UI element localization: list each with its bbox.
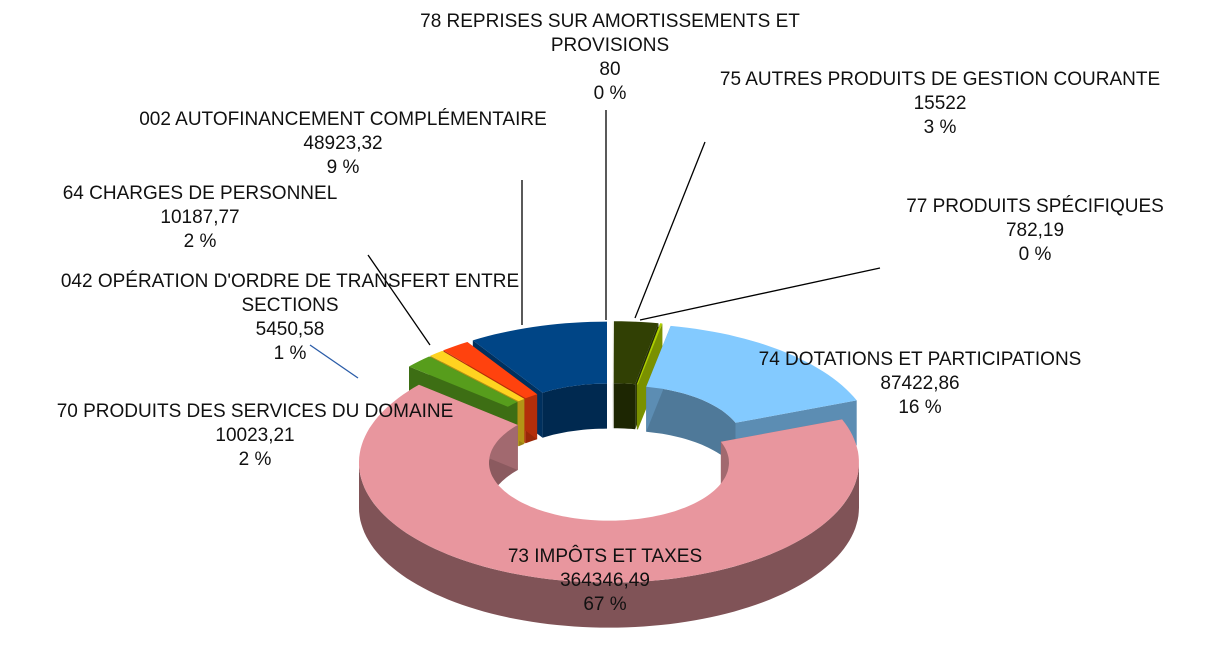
- label-name: 74 DOTATIONS ET PARTICIPATIONS: [758, 349, 1082, 370]
- label-value: 87422,86: [880, 373, 960, 394]
- slice-end-face: [637, 323, 663, 430]
- donut-slice: [359, 384, 859, 583]
- label-name: 77 PRODUITS SPÉCIFIQUES: [906, 196, 1164, 217]
- slice-label: 78 REPRISES SUR AMORTISSEMENTS ET PROVIS…: [375, 10, 845, 106]
- label-name: 78 REPRISES SUR AMORTISSEMENTS ET PROVIS…: [420, 11, 800, 56]
- slice-label: 64 CHARGES DE PERSONNEL 10187,77 2 %: [0, 182, 400, 254]
- slice-inner-wall: [646, 386, 736, 468]
- donut-slice: [646, 325, 857, 423]
- leader-line: [634, 141, 706, 319]
- donut-slice: [443, 342, 538, 399]
- label-value: 782,19: [1005, 220, 1065, 241]
- donut-slice: [430, 350, 525, 402]
- slice-label: 77 PRODUITS SPÉCIFIQUES 782,19 0 %: [855, 195, 1215, 267]
- label-percent: 1 %: [273, 343, 307, 364]
- label-value: 10023,21: [215, 425, 295, 446]
- label-value: 48923,32: [303, 133, 383, 154]
- label-percent: 9 %: [326, 157, 360, 178]
- leader-line: [367, 254, 431, 346]
- label-value: 5450,58: [255, 319, 325, 340]
- label-name: 002 AUTOFINANCEMENT COMPLÉMENTAIRE: [139, 109, 547, 130]
- label-percent: 16 %: [898, 397, 942, 418]
- slice-label: 75 AUTRES PRODUITS DE GESTION COURANTE 15…: [660, 68, 1217, 140]
- leader-line: [309, 344, 359, 379]
- label-percent: 0 %: [593, 83, 627, 104]
- label-value: 10187,77: [160, 207, 240, 228]
- label-percent: 2 %: [238, 449, 272, 470]
- slice-inner-wall: [542, 383, 607, 438]
- label-value: 15522: [913, 93, 967, 114]
- slice-label: 74 DOTATIONS ET PARTICIPATIONS 87422,86 16…: [700, 348, 1140, 420]
- leader-line: [639, 267, 881, 321]
- slice-label: 002 AUTOFINANCEMENT COMPLÉMENTAIRE 48923,…: [83, 108, 603, 180]
- label-percent: 3 %: [923, 117, 957, 138]
- leader-lines: [309, 110, 881, 379]
- label-name: 75 AUTRES PRODUITS DE GESTION COURANTE: [719, 69, 1161, 90]
- donut-slice: [613, 321, 659, 385]
- label-percent: 2 %: [183, 231, 217, 252]
- label-name: 042 OPÉRATION D'ORDRE DE TRANSFERT ENTRE…: [60, 271, 520, 316]
- donut-slice: [409, 356, 518, 407]
- donut-slice: [636, 323, 663, 385]
- donut-slice: [472, 321, 607, 393]
- label-name: 64 CHARGES DE PERSONNEL: [62, 183, 338, 204]
- slice-label: 70 PRODUITS DES SERVICES DU DOMAINE 10023…: [5, 400, 505, 472]
- label-percent: 67 %: [583, 594, 627, 615]
- slice-outer-wall: [359, 462, 859, 628]
- label-value: 364346,49: [560, 570, 650, 591]
- label-name: 70 PRODUITS DES SERVICES DU DOMAINE: [56, 401, 454, 422]
- slice-label: 73 IMPÔTS ET TAXES 364346,49 67 %: [405, 545, 805, 617]
- label-percent: 0 %: [1018, 244, 1052, 265]
- slice-label: 042 OPÉRATION D'ORDRE DE TRANSFERT ENTRE…: [45, 270, 535, 366]
- label-value: 80: [599, 59, 621, 80]
- slice-inner-wall: [613, 383, 636, 430]
- label-name: 73 IMPÔTS ET TAXES: [507, 546, 703, 567]
